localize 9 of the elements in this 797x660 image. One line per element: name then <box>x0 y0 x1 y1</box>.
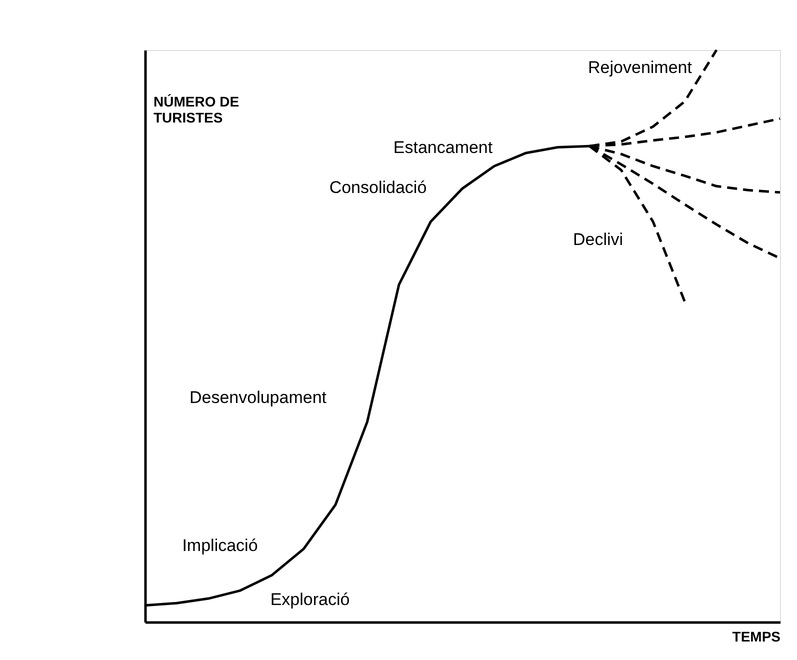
annotation: Estancament <box>393 138 493 157</box>
annotation: Exploració <box>270 590 350 609</box>
annotation: Consolidació <box>329 178 427 197</box>
annotation: Rejoveniment <box>588 58 692 77</box>
x-axis-title: TEMPS <box>732 628 780 644</box>
annotation: Implicació <box>182 536 258 555</box>
annotation: Declivi <box>572 230 624 249</box>
annotation: Desenvolupament <box>189 388 327 407</box>
y-axis-title: NÚMERO DE TURISTES <box>154 94 240 126</box>
